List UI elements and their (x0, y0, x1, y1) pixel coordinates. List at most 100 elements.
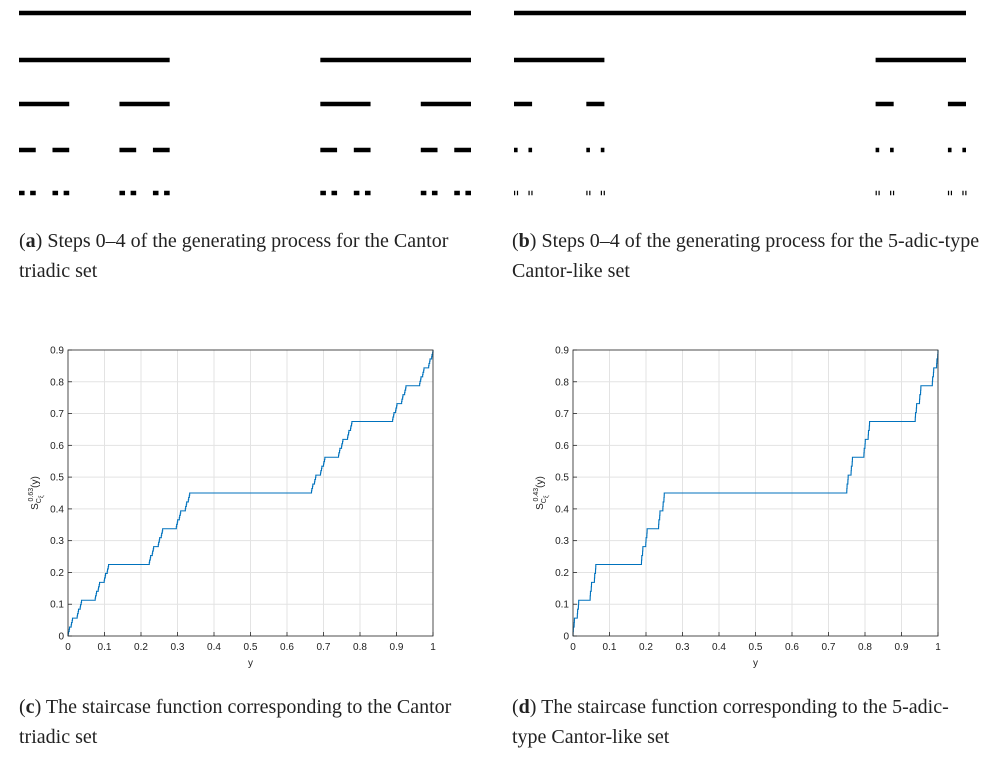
cantor-a-step-0 (19, 10, 471, 16)
caption-b: (b) Steps 0–4 of the generating process … (512, 230, 980, 282)
cantor-a-segment (431, 190, 438, 196)
cantor-a-segment (164, 190, 170, 196)
x-tick-label: 0.8 (353, 642, 367, 653)
x-tick-label: 0.3 (171, 642, 185, 653)
x-tick-label: 1 (430, 642, 436, 653)
cantor-b-segment (965, 190, 967, 196)
y-tick-label: 0.1 (50, 600, 64, 611)
y-tick-label: 0.4 (50, 504, 64, 515)
cantor-b-segment (516, 190, 519, 196)
cantor-a-segment (19, 101, 70, 107)
cantor-a-segment (152, 147, 170, 153)
x-axis-label: y (753, 658, 758, 669)
staircase-series-line (67, 350, 434, 637)
y-tick-label: 0.3 (555, 536, 569, 547)
y-tick-label: 0.9 (555, 346, 569, 357)
cantor-b-segment (603, 190, 605, 196)
cantor-a-segment (152, 190, 159, 196)
cantor-b-step-4 (514, 190, 967, 196)
y-tick-label: 0.9 (50, 346, 64, 357)
cantor-a-segment (420, 190, 427, 196)
y-tick-label: 0 (563, 632, 569, 643)
y-tick-label: 0.8 (50, 377, 64, 388)
x-tick-label: 0.8 (858, 642, 872, 653)
cantor-b-segment (528, 190, 530, 196)
staircase-series-line (572, 350, 939, 637)
y-tick-label: 0.3 (50, 536, 64, 547)
cantor-a-segment (119, 190, 126, 196)
x-tick-label: 0 (570, 642, 576, 653)
cantor-a-segment (320, 147, 338, 153)
cantor-panel-b (514, 10, 967, 196)
cantor-a-step-1 (19, 57, 471, 63)
y-tick-label: 0.6 (50, 441, 64, 452)
y-tick-label: 0.2 (555, 568, 569, 579)
x-tick-label: 0.6 (280, 642, 294, 653)
cantor-b-segment (890, 147, 894, 153)
cantor-b-segment (947, 190, 950, 196)
cantor-a-segment (19, 147, 36, 153)
y-tick-label: 0.7 (50, 409, 64, 420)
cantor-b-segment (878, 190, 880, 196)
x-tick-label: 0.4 (712, 642, 726, 653)
cantor-b-segment (514, 190, 516, 196)
y-tick-label: 0.1 (555, 600, 569, 611)
cantor-a-segment (19, 190, 25, 196)
cantor-b-segment (589, 190, 591, 196)
cantor-b-segment (875, 190, 877, 196)
cantor-a-step-4 (19, 190, 471, 196)
cantor-b-segment (514, 10, 966, 16)
cantor-b-segment (600, 147, 605, 153)
staircase-plot-c: 0 0.1 0.2 0.3 0.4 0.5 0.6 0.7 0.8 0.9 1 0 0.1 0.2 0.3 0… (28, 346, 436, 670)
cantor-b-segment (892, 190, 895, 196)
cantor-b-segment (514, 57, 605, 63)
cantor-b-step-3 (514, 147, 966, 153)
x-tick-label: 0.6 (785, 642, 799, 653)
x-tick-label: 0.7 (822, 642, 836, 653)
cantor-b-segment (514, 147, 518, 153)
cantor-a-step-3 (19, 147, 471, 153)
cantor-b-segment (947, 101, 966, 107)
x-tick-label: 0.5 (244, 642, 258, 653)
cantor-a-segment (119, 101, 170, 107)
y-axis-label: SCξ0.43(y) (533, 476, 550, 510)
cantor-b-segment (586, 101, 605, 107)
x-tick-label: 0.9 (390, 642, 404, 653)
cantor-b-step-1 (514, 57, 966, 63)
cantor-b-segment (600, 190, 602, 196)
cantor-b-segment (586, 190, 588, 196)
cantor-a-segment (320, 57, 471, 63)
cantor-a-segment (420, 101, 471, 107)
cantor-b-step-0 (514, 10, 966, 16)
y-tick-label: 0.8 (555, 377, 569, 388)
x-tick-label: 0.4 (207, 642, 221, 653)
x-tick-label: 0.2 (639, 642, 653, 653)
cantor-a-segment (331, 190, 338, 196)
cantor-a-segment (52, 190, 59, 196)
cantor-a-segment (130, 190, 137, 196)
cantor-b-segment (875, 57, 966, 63)
cantor-a-segment (353, 190, 360, 196)
cantor-b-segment (531, 190, 533, 196)
cantor-a-segment (364, 190, 371, 196)
y-tick-label: 0.6 (555, 441, 569, 452)
cantor-a-segment (420, 147, 438, 153)
x-tick-label: 0.1 (603, 642, 617, 653)
x-tick-label: 0.2 (134, 642, 148, 653)
y-tick-label: 0.2 (50, 568, 64, 579)
cantor-b-segment (950, 190, 953, 196)
cantor-b-segment (890, 190, 892, 196)
x-tick-label: 0.1 (98, 642, 112, 653)
cantor-a-segment (30, 190, 36, 196)
x-tick-label: 1 (935, 642, 941, 653)
cantor-a-segment (465, 190, 471, 196)
cantor-a-segment (454, 190, 460, 196)
x-tick-label: 0.7 (317, 642, 331, 653)
cantor-a-segment (19, 10, 471, 16)
cantor-a-segment (52, 147, 70, 153)
cantor-b-segment (514, 101, 533, 107)
y-axis-label: SCξ0.63(y) (28, 476, 45, 510)
cantor-a-segment (320, 101, 371, 107)
cantor-b-segment (962, 190, 964, 196)
cantor-b-segment (875, 147, 880, 153)
